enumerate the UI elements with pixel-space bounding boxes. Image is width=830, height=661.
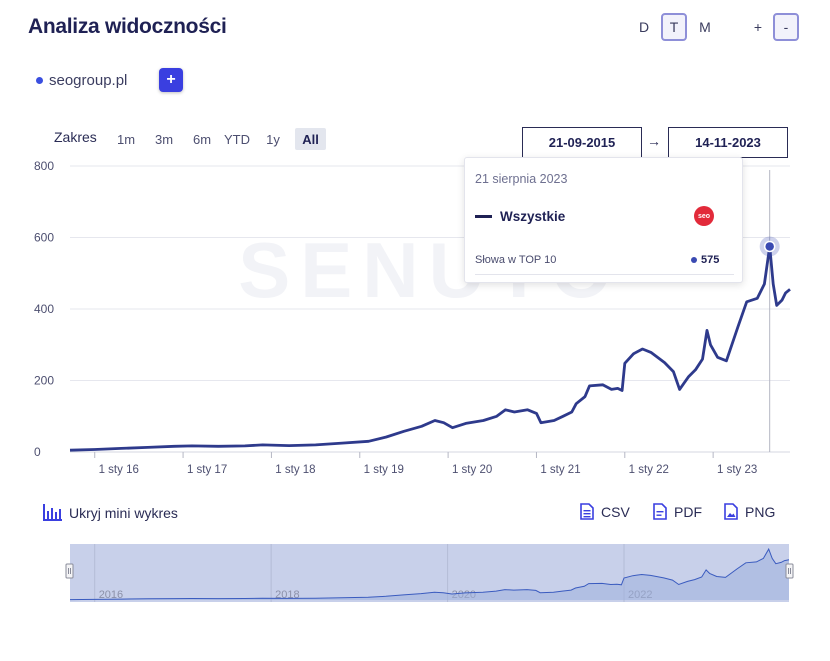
- domain-label: seogroup.pl: [49, 72, 128, 89]
- image-file-icon: [724, 503, 738, 520]
- x-tick-label: 1 sty 20: [452, 464, 492, 476]
- tooltip-divider: [475, 274, 734, 275]
- date-to-input[interactable]: 14-11-2023: [668, 127, 788, 158]
- toggle-mini-chart-label: Ukryj mini wykres: [69, 504, 178, 521]
- x-tick-label: 1 sty 16: [99, 464, 139, 476]
- export-csv-button[interactable]: CSV: [580, 503, 630, 520]
- seo-logo-icon: seo: [694, 206, 714, 226]
- date-range-arrow: →: [647, 133, 661, 149]
- tooltip-series-label: Wszystkie: [500, 209, 566, 224]
- y-tick-label: 400: [34, 302, 54, 316]
- highlight-point[interactable]: [763, 240, 776, 253]
- domain-color-dot: [36, 77, 43, 84]
- tooltip-value-number: 575: [701, 254, 720, 266]
- navigator-left-handle[interactable]: [65, 563, 74, 579]
- period-month-button[interactable]: M: [699, 19, 711, 35]
- range-3m-button[interactable]: 3m: [154, 131, 174, 147]
- toggle-mini-chart-button[interactable]: Ukryj mini wykres: [43, 503, 178, 522]
- add-domain-button[interactable]: +: [159, 68, 183, 92]
- bar-chart-icon: [43, 504, 62, 521]
- chart-tooltip: 21 sierpnia 2023 Wszystkie seo Słowa w T…: [464, 157, 743, 283]
- navigator-line: [69, 547, 790, 601]
- tooltip-value: 575: [691, 254, 719, 266]
- x-tick-label: 1 sty 22: [629, 464, 669, 476]
- x-tick-label: 1 sty 18: [275, 464, 315, 476]
- range-all-button[interactable]: All: [295, 128, 326, 150]
- pdf-file-icon: [653, 503, 667, 520]
- csv-file-icon: [580, 503, 594, 520]
- range-1y-button[interactable]: 1y: [266, 131, 280, 147]
- page-title: Analiza widoczności: [28, 15, 227, 38]
- tooltip-series: Wszystkie: [475, 209, 565, 224]
- navigator-year-label: 2016: [99, 589, 123, 601]
- navigator-area: [70, 549, 789, 600]
- tooltip-value-dot: [691, 257, 697, 263]
- y-tick-label: 200: [34, 374, 54, 388]
- zoom-out-button[interactable]: -: [773, 13, 799, 41]
- period-day-button[interactable]: D: [638, 19, 650, 35]
- navigator-right-handle[interactable]: [785, 563, 794, 579]
- zoom-in-button[interactable]: +: [753, 19, 763, 35]
- x-tick-label: 1 sty 21: [540, 464, 580, 476]
- export-csv-label: CSV: [601, 503, 630, 520]
- tooltip-metric-label: Słowa w TOP 10: [475, 254, 557, 266]
- tooltip-date: 21 sierpnia 2023: [475, 172, 568, 186]
- range-label: Zakres: [54, 129, 97, 145]
- period-week-button[interactable]: T: [661, 13, 687, 41]
- export-pdf-label: PDF: [674, 503, 702, 520]
- range-6m-button[interactable]: 6m: [192, 131, 212, 147]
- range-1m-button[interactable]: 1m: [116, 131, 136, 147]
- x-tick-label: 1 sty 23: [717, 464, 757, 476]
- mini-chart-navigator[interactable]: 2016201820202022: [62, 542, 802, 608]
- date-from-input[interactable]: 21-09-2015: [522, 127, 642, 158]
- range-ytd-button[interactable]: YTD: [224, 131, 250, 147]
- export-png-label: PNG: [745, 503, 776, 520]
- x-tick-label: 1 sty 17: [187, 464, 227, 476]
- y-tick-label: 600: [34, 231, 54, 245]
- x-tick-label: 1 sty 19: [364, 464, 404, 476]
- export-png-button[interactable]: PNG: [724, 503, 775, 520]
- y-tick-label: 800: [34, 159, 54, 173]
- domain-legend-item[interactable]: seogroup.pl: [36, 72, 127, 89]
- series-line-wszystkie[interactable]: [69, 245, 791, 452]
- y-tick-label: 0: [34, 445, 41, 459]
- series-line-icon: [475, 215, 492, 218]
- export-pdf-button[interactable]: PDF: [653, 503, 702, 520]
